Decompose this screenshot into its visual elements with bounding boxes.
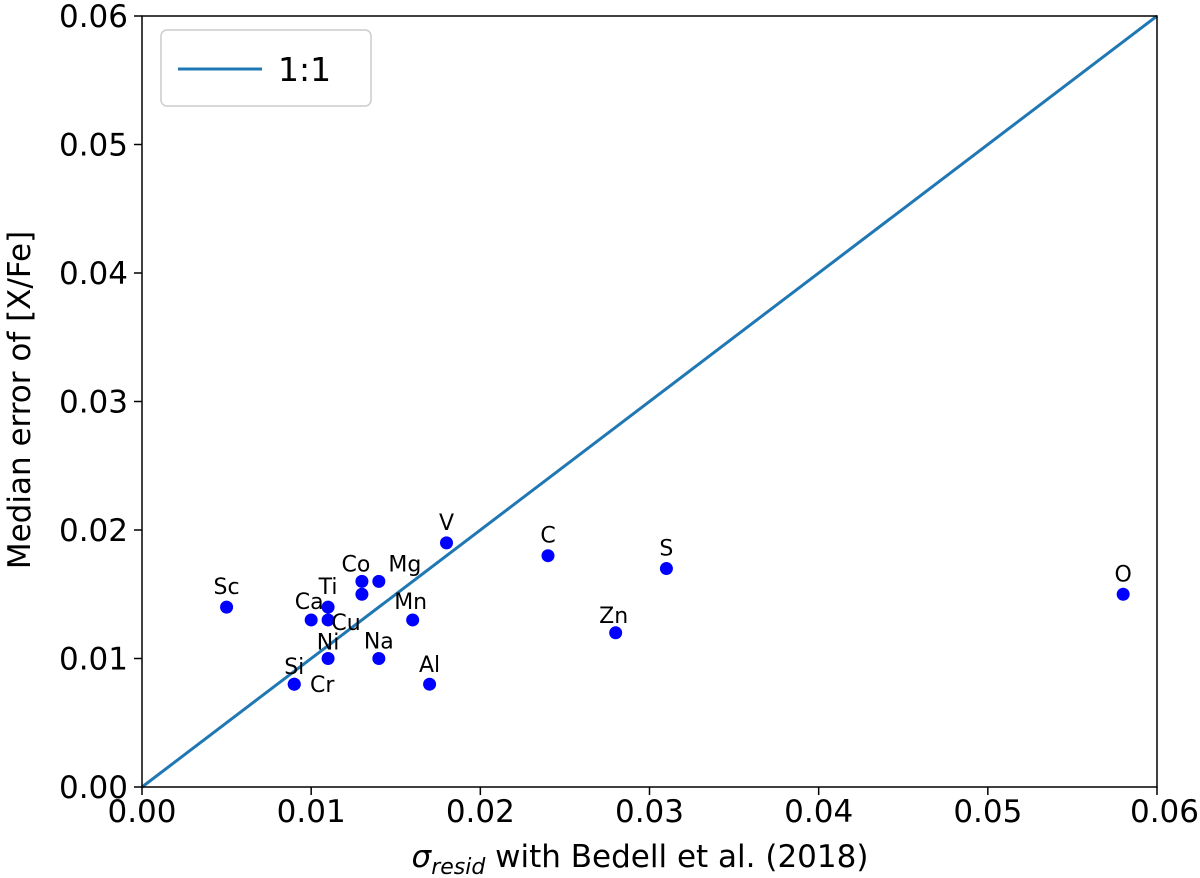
- y-tick-label: 0.01: [59, 642, 128, 678]
- point-label-s: S: [659, 537, 673, 562]
- data-point-cu: [321, 613, 335, 627]
- data-points: [220, 536, 1130, 691]
- x-tick-label: 0.04: [784, 794, 853, 830]
- x-tick-label: 0.00: [107, 794, 176, 830]
- data-point-zn: [609, 626, 623, 640]
- legend-label-1-1: 1:1: [278, 50, 331, 89]
- point-label-ti: Ti: [318, 575, 338, 600]
- point-label-zn: Zn: [599, 604, 628, 629]
- data-point-ti: [321, 600, 335, 614]
- data-point-na: [372, 652, 386, 665]
- reference-line-1-1: [141, 14, 1158, 789]
- data-point-v: [440, 536, 453, 550]
- data-point-mn: [406, 613, 420, 627]
- point-label-sc: Sc: [214, 575, 240, 600]
- y-tick-label: 0.00: [59, 770, 128, 806]
- y-tick-label: 0.06: [59, 0, 128, 35]
- point-label-mg: Mg: [388, 552, 421, 577]
- point-label-c: C: [540, 524, 555, 549]
- point-label-cu: Cu: [331, 611, 360, 636]
- legend-frame: [160, 29, 372, 107]
- point-label-ni: Ni: [317, 631, 340, 656]
- y-tick-label: 0.04: [59, 256, 128, 292]
- x-axis-label-text: with Bedell et al. (2018): [485, 839, 868, 875]
- point-label-mn: Mn: [394, 590, 427, 615]
- data-point-sc: [220, 600, 234, 614]
- data-point-s: [659, 562, 673, 576]
- data-point-ca: [304, 613, 318, 627]
- point-label-o: O: [1115, 562, 1132, 587]
- y-tick-label: 0.02: [59, 513, 128, 549]
- data-point-co: [355, 574, 369, 588]
- data-point-al: [423, 677, 437, 691]
- point-label-cr: Cr: [310, 673, 335, 698]
- y-tick-label: 0.05: [59, 128, 128, 164]
- point-label-al: Al: [419, 653, 440, 678]
- data-point-ni: [321, 652, 335, 665]
- point-label-co: Co: [342, 552, 371, 577]
- data-point-c: [541, 549, 555, 563]
- x-axis-ticks: 0.00 0.01 0.02 0.03 0.04 0.05 0.06: [107, 787, 1199, 830]
- point-label-v: V: [439, 511, 454, 536]
- x-tick-label: 0.02: [446, 794, 515, 830]
- x-tick-label: 0.06: [1130, 794, 1199, 830]
- x-axis-label-subscript: resid: [431, 855, 486, 878]
- x-tick-label: 0.01: [277, 794, 346, 830]
- x-tick-label: 0.03: [615, 794, 684, 830]
- data-point-o: [1116, 587, 1130, 601]
- y-axis-label: Median error of [X/Fe]: [2, 231, 38, 569]
- data-point-cr: [287, 677, 301, 691]
- y-tick-label: 0.03: [59, 385, 128, 421]
- point-label-na: Na: [364, 630, 394, 655]
- data-point-mg: [372, 574, 386, 588]
- x-axis-label: σresid with Bedell et al. (2018): [412, 839, 869, 878]
- x-axis-label-symbol: σ: [412, 839, 433, 875]
- point-label-si: Si: [284, 655, 304, 680]
- y-axis-ticks: 0.00 0.01 0.02 0.03 0.04 0.05 0.06: [59, 0, 142, 806]
- data-point-cu2: [355, 587, 369, 601]
- point-label-ca: Ca: [295, 590, 324, 615]
- x-tick-label: 0.05: [953, 794, 1022, 830]
- legend: 1:1: [160, 29, 372, 107]
